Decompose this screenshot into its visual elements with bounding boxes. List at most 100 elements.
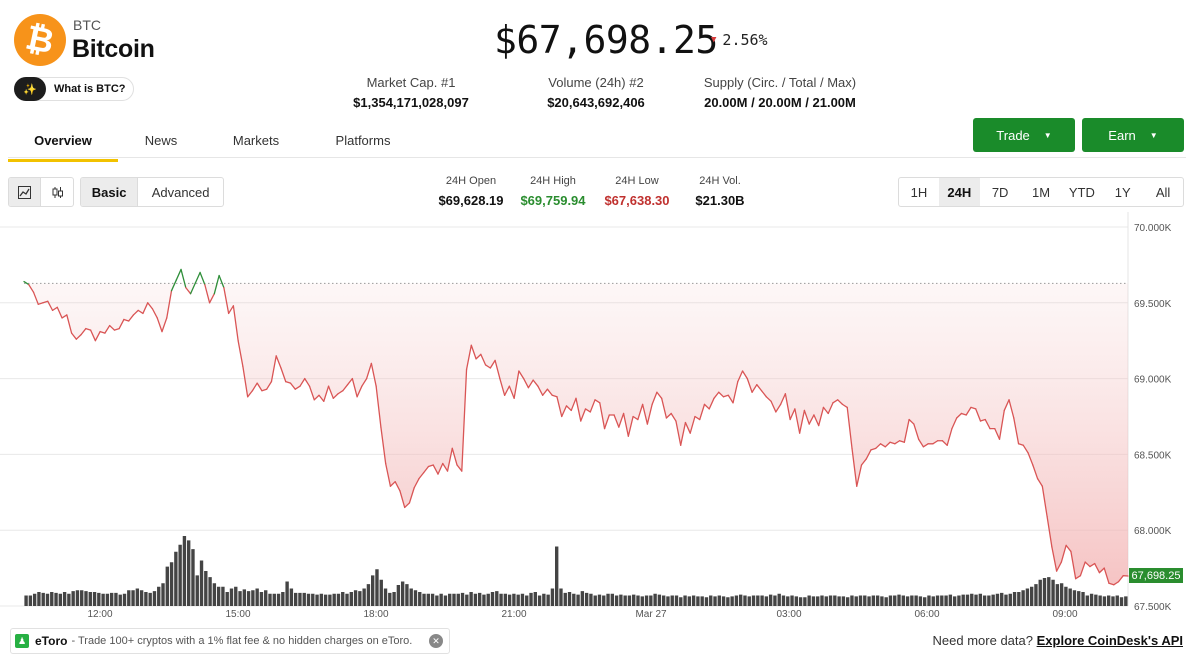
- volume-bar: [674, 595, 679, 606]
- range-24h[interactable]: 24H: [938, 178, 980, 206]
- trade-button[interactable]: Trade ▼: [973, 118, 1075, 152]
- candlestick-icon[interactable]: [41, 178, 73, 206]
- volume-bar: [982, 595, 987, 606]
- price-line-segment: [1041, 485, 1048, 518]
- volume-bar: [1038, 579, 1042, 606]
- range-ytd[interactable]: YTD: [1068, 184, 1095, 200]
- volume-bar: [1094, 594, 1098, 606]
- volume-bar: [820, 595, 824, 606]
- volume-bar: [602, 595, 606, 606]
- price-line-segment: [408, 487, 415, 504]
- price-line-segment: [342, 384, 349, 392]
- close-icon[interactable]: ✕: [429, 634, 443, 648]
- volume-bar: [803, 597, 807, 606]
- volume-bar: [610, 593, 615, 606]
- range-all[interactable]: All: [1155, 184, 1171, 200]
- volume-bar: [542, 593, 546, 606]
- price-line-segment: [80, 327, 87, 336]
- price-line-segment: [694, 415, 701, 421]
- price-line-segment: [1055, 561, 1063, 572]
- volume-bar: [208, 577, 212, 606]
- price-line-segment: [775, 403, 782, 413]
- line-chart-icon[interactable]: [9, 178, 42, 206]
- stat-market-cap: Market Cap. #1 $1,354,171,028,097: [351, 75, 471, 110]
- volume-bar: [794, 596, 799, 606]
- caret-down-icon: ▼: [1149, 130, 1158, 140]
- price-line-segment: [37, 302, 44, 305]
- price-line-segment: [503, 385, 511, 396]
- price-line-segment: [99, 330, 106, 334]
- volume-bar: [1051, 579, 1055, 606]
- range-1m[interactable]: 1M: [1031, 184, 1051, 200]
- volume-bar: [212, 583, 217, 606]
- advanced-mode-button[interactable]: Advanced: [151, 184, 210, 200]
- volume-bar: [353, 590, 358, 606]
- tab-overview[interactable]: Overview: [8, 122, 118, 162]
- price-line-segment: [1008, 399, 1015, 419]
- volume-bar: [507, 594, 512, 606]
- price-line-segment: [318, 394, 325, 402]
- price-line-segment: [832, 399, 839, 404]
- volume-bar: [854, 596, 858, 606]
- price-line-segment: [822, 406, 829, 415]
- volume-bar: [841, 596, 846, 606]
- volume-bar: [379, 579, 383, 606]
- price-line-segment: [23, 280, 30, 286]
- price-line-segment: [770, 400, 777, 413]
- basic-mode-button[interactable]: Basic: [81, 178, 139, 206]
- price-line-segment: [275, 355, 282, 369]
- price-line-segment: [299, 377, 306, 387]
- price-line-segment: [1065, 544, 1072, 553]
- volume-bar: [696, 596, 700, 606]
- volume-bar: [700, 596, 704, 606]
- volume-bar: [499, 593, 503, 606]
- volume-bar: [221, 586, 225, 606]
- volume-bar: [649, 595, 653, 606]
- earn-button[interactable]: Earn ▼: [1082, 118, 1184, 152]
- price-line-segment: [251, 382, 258, 392]
- more-data: Need more data? Explore CoinDesk's API: [932, 633, 1183, 648]
- volume-bar: [477, 592, 482, 606]
- what-is-btc-button[interactable]: ✨ What is BTC?: [14, 77, 134, 101]
- price-line-segment: [423, 465, 430, 474]
- price-line-segment: [570, 397, 577, 412]
- price-line-segment: [965, 406, 972, 416]
- range-7d[interactable]: 7D: [991, 184, 1009, 200]
- price-line-segment: [894, 440, 901, 445]
- volume-bar: [28, 595, 33, 606]
- range-1y[interactable]: 1Y: [1114, 184, 1131, 200]
- coindesk-api-link[interactable]: Explore CoinDesk's API: [1036, 633, 1183, 648]
- price-line-segment: [1079, 561, 1086, 577]
- etoro-promo-banner[interactable]: ♟ eToro - Trade 100+ cryptos with a 1% f…: [10, 628, 450, 654]
- price-line-segment: [575, 397, 582, 422]
- range-1h[interactable]: 1H: [910, 184, 928, 200]
- price-line-segment: [542, 388, 549, 396]
- volume-bar: [828, 595, 833, 606]
- current-price-tag: 67,698.25: [1129, 568, 1183, 583]
- tab-news[interactable]: News: [144, 133, 178, 148]
- price-line-segment: [104, 324, 111, 334]
- tab-markets[interactable]: Markets: [232, 133, 280, 148]
- price-line-segment: [708, 397, 715, 410]
- volume-bar: [259, 592, 264, 606]
- price-line-segment: [432, 464, 439, 475]
- price-line-segment: [1084, 561, 1091, 568]
- volume-bar: [537, 595, 542, 606]
- price-line-segment: [247, 390, 254, 398]
- volume-bar: [1085, 595, 1089, 606]
- price-chart[interactable]: 70.000K 69.500K 69.000K 68.500K 68.000K 67.50…: [0, 212, 1200, 624]
- volume-bar: [798, 597, 803, 606]
- volume-bar: [191, 549, 195, 606]
- price-line-segment: [808, 414, 815, 425]
- tab-platforms[interactable]: Platforms: [335, 133, 391, 148]
- volume-bar: [567, 592, 572, 606]
- price-line-segment: [185, 286, 192, 295]
- price-line-segment: [456, 464, 463, 472]
- price-line-segment: [208, 293, 215, 304]
- volume-bar: [816, 596, 820, 606]
- price-line-segment: [599, 402, 606, 430]
- price-line-segment: [1075, 575, 1082, 580]
- price-line-segment: [622, 412, 629, 437]
- price-line-segment: [1089, 562, 1096, 568]
- price-line-segment: [70, 332, 77, 340]
